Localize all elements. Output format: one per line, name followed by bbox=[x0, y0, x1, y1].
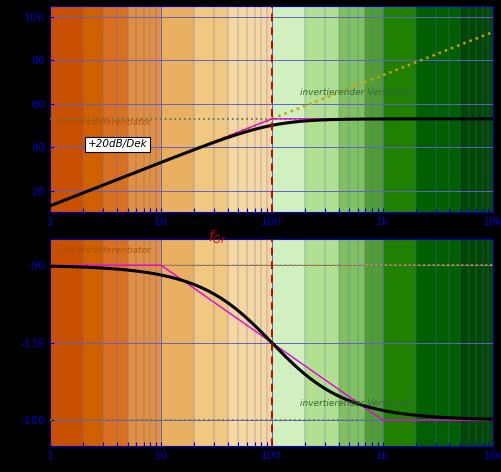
Text: invertierender Verstärker: invertierender Verstärker bbox=[300, 88, 414, 97]
Bar bbox=[416, 239, 460, 446]
Bar bbox=[365, 239, 383, 446]
Bar bbox=[383, 239, 416, 446]
Text: $f_{Gr}$: $f_{Gr}$ bbox=[208, 229, 227, 246]
Bar bbox=[227, 239, 272, 446]
Bar bbox=[161, 6, 194, 212]
Bar bbox=[365, 6, 383, 212]
Bar bbox=[128, 6, 161, 212]
Bar bbox=[50, 6, 84, 212]
Bar bbox=[339, 239, 365, 446]
Text: +20dB/Dek: +20dB/Dek bbox=[88, 139, 148, 149]
Bar bbox=[161, 239, 194, 446]
Text: Umkehrdifferentiator: Umkehrdifferentiator bbox=[57, 118, 152, 127]
Bar bbox=[305, 239, 339, 446]
Text: invertierender Verstärker: invertierender Verstärker bbox=[300, 399, 414, 408]
Bar bbox=[272, 239, 305, 446]
Text: Umkehrdifferentiator: Umkehrdifferentiator bbox=[57, 246, 152, 255]
Bar bbox=[227, 6, 272, 212]
Bar bbox=[84, 239, 103, 446]
Bar bbox=[460, 239, 493, 446]
Bar bbox=[305, 6, 339, 212]
Bar bbox=[416, 6, 460, 212]
Bar bbox=[194, 239, 227, 446]
Bar bbox=[84, 6, 103, 212]
Bar bbox=[383, 6, 416, 212]
Bar bbox=[460, 6, 493, 212]
Bar bbox=[50, 239, 84, 446]
Bar bbox=[103, 239, 128, 446]
Bar bbox=[194, 6, 227, 212]
Bar bbox=[128, 239, 161, 446]
Bar bbox=[339, 6, 365, 212]
Bar bbox=[103, 6, 128, 212]
Bar bbox=[272, 6, 305, 212]
